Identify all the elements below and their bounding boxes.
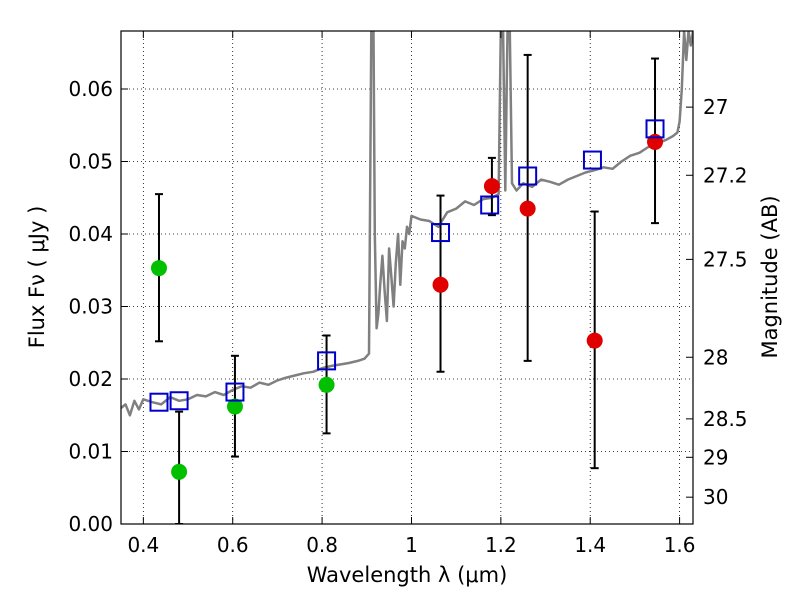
y2-tick-label: 30	[703, 485, 728, 509]
data-point	[432, 276, 449, 293]
ticks	[121, 31, 693, 525]
data-point	[226, 398, 243, 415]
y-tick-label: 0.02	[68, 367, 113, 391]
y-tick-label: 0.00	[68, 512, 113, 536]
y-tick-label: 0.06	[68, 77, 113, 101]
data-point	[318, 376, 335, 393]
spectrum-line	[121, 31, 693, 417]
tick-labels: 0.4 0.6 0.8 1 1.2 1.4 1.6 0.00 0.01 0.02 0.03 0.04 0…	[68, 77, 747, 557]
model-marker	[582, 150, 602, 170]
y2-tick-label: 27	[703, 95, 728, 119]
plot-frame	[120, 30, 694, 525]
y-tick-label: 0.03	[68, 295, 113, 319]
y2-tick-label: 27.2	[703, 163, 748, 187]
x-axis-label: Wavelength λ (μm)	[307, 563, 508, 587]
y-tick-label: 0.05	[68, 150, 113, 174]
x-tick-label: 1.6	[664, 533, 696, 557]
y-tick-label: 0.01	[68, 440, 113, 464]
errorbar-layer	[154, 53, 660, 524]
data-point	[150, 260, 167, 277]
y2-tick-label: 29	[703, 445, 728, 469]
model-marker	[480, 195, 500, 215]
data-point	[647, 133, 664, 150]
spectrum-layer	[121, 31, 693, 417]
grid	[121, 31, 693, 525]
y2-tick-label: 28	[703, 345, 728, 369]
model-marker	[149, 392, 169, 412]
model-marker	[645, 119, 665, 139]
y2-tick-label: 28.5	[703, 407, 748, 431]
x-tick-label: 1.2	[485, 533, 517, 557]
model-marker	[431, 223, 451, 243]
model-marker	[225, 382, 245, 402]
x-tick-label: 0.6	[217, 533, 249, 557]
data-point	[519, 200, 536, 217]
model-marker	[518, 166, 538, 186]
model-marker	[169, 391, 189, 411]
x-tick-label: 0.8	[306, 533, 338, 557]
y-axis-label: Flux Fν ( μJy )	[25, 206, 49, 349]
y-tick-label: 0.04	[68, 222, 113, 246]
model-marker	[317, 351, 337, 371]
y2-tick-label: 27.5	[703, 247, 748, 271]
data-point	[483, 178, 500, 195]
data-point	[586, 332, 603, 349]
data-point	[171, 463, 188, 480]
x-tick-label: 1.4	[574, 533, 606, 557]
x-tick-label: 0.4	[127, 533, 159, 557]
x-tick-label: 1	[405, 533, 418, 557]
y2-axis-label: Magnitude (AB)	[758, 195, 782, 358]
marker-layer	[149, 119, 665, 480]
